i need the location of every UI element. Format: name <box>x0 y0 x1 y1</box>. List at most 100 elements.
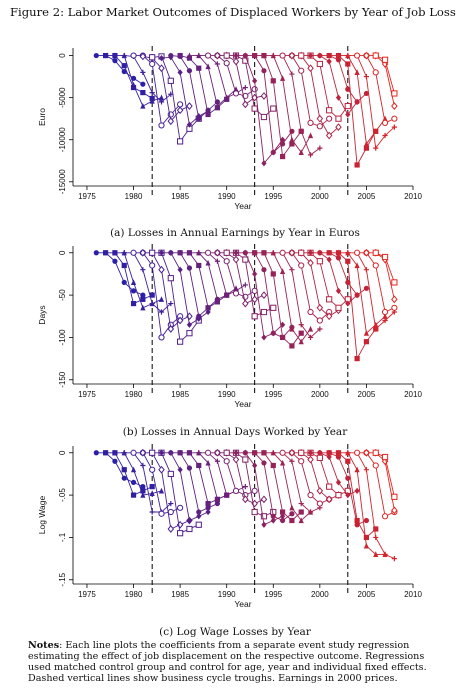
data-point <box>177 338 184 345</box>
data-point <box>149 292 155 298</box>
x-axis-label: Year <box>234 599 251 609</box>
data-point <box>317 450 323 456</box>
y-axis-label: Euro <box>37 108 47 126</box>
data-point <box>130 300 137 307</box>
data-point <box>260 113 268 121</box>
data-point <box>279 334 286 341</box>
data-point <box>214 496 220 502</box>
data-point <box>317 250 323 256</box>
data-point <box>205 508 211 516</box>
data-point <box>167 275 174 282</box>
data-point <box>391 102 398 110</box>
data-point <box>391 124 397 130</box>
data-point <box>242 250 248 256</box>
data-point <box>177 138 184 145</box>
data-point <box>298 330 304 336</box>
data-point <box>223 258 230 265</box>
data-point <box>307 449 314 456</box>
data-point <box>345 86 351 92</box>
data-point <box>251 86 258 93</box>
data-point <box>335 304 342 311</box>
data-point <box>317 326 323 332</box>
data-point <box>298 338 304 345</box>
data-point <box>345 450 351 456</box>
y-tick-label: -10000 <box>58 127 67 152</box>
data-point <box>363 145 370 151</box>
data-point <box>186 52 193 59</box>
data-point <box>391 279 398 286</box>
panel-caption: (a) Losses in Annual Earnings by Year in… <box>110 227 360 239</box>
data-point <box>176 106 184 115</box>
data-point <box>158 449 165 456</box>
data-point <box>140 462 146 469</box>
data-point <box>298 128 304 134</box>
data-point <box>196 313 202 319</box>
data-point <box>177 504 184 511</box>
data-point <box>270 304 277 311</box>
data-point <box>177 101 184 108</box>
earnings-chart: 1975 1980 1985 1990 1995 2000 2005 2010 0 -5000 -1… <box>37 46 422 211</box>
data-point <box>316 500 323 507</box>
data-point <box>354 249 361 256</box>
data-point <box>373 534 379 541</box>
data-point <box>316 317 323 324</box>
data-point <box>158 465 165 474</box>
y-tick-label: -50 <box>58 289 67 301</box>
data-point <box>354 517 360 524</box>
notes-label: Notes <box>28 640 60 651</box>
data-point <box>224 95 230 101</box>
series-line <box>338 452 386 555</box>
data-point <box>335 52 342 59</box>
data-point <box>149 249 156 256</box>
data-point <box>363 517 370 524</box>
data-point <box>112 52 118 59</box>
data-point <box>307 492 314 499</box>
data-point <box>167 525 175 533</box>
data-point <box>158 487 165 494</box>
data-point <box>381 308 389 316</box>
data-point <box>93 250 99 256</box>
data-point <box>345 279 351 286</box>
y-tick-label: -5000 <box>58 87 67 108</box>
data-point <box>242 84 248 91</box>
data-point <box>251 295 258 304</box>
x-tick-label: 1990 <box>218 390 236 399</box>
y-tick-label: -.05 <box>58 488 67 502</box>
data-point <box>140 488 146 494</box>
data-point <box>186 330 193 337</box>
data-point <box>139 248 147 257</box>
figure-notes: Notes: Each line plots the coefficients … <box>28 640 448 684</box>
data-point <box>270 513 276 519</box>
data-point <box>103 52 109 59</box>
data-point <box>363 248 370 257</box>
data-point <box>261 267 267 273</box>
data-point <box>289 504 295 511</box>
data-point <box>158 309 165 315</box>
data-point <box>344 102 351 110</box>
x-axis-label: Year <box>234 399 251 409</box>
data-point <box>382 317 388 324</box>
data-point <box>140 296 146 302</box>
data-point <box>270 250 276 256</box>
data-point <box>335 123 342 131</box>
data-point <box>373 326 379 332</box>
data-point <box>381 253 389 261</box>
data-point <box>382 132 388 139</box>
data-point <box>168 250 174 256</box>
data-point <box>307 249 314 256</box>
data-point <box>335 249 342 256</box>
data-point <box>298 322 304 328</box>
y-axis-label: Days <box>37 305 47 324</box>
data-point <box>186 465 193 471</box>
data-point <box>307 509 314 515</box>
data-point <box>316 123 323 130</box>
y-tick-label: -.15 <box>58 572 67 586</box>
data-point <box>260 291 268 299</box>
data-point <box>363 339 370 345</box>
data-point <box>363 267 370 273</box>
data-point <box>242 299 249 308</box>
data-point <box>354 487 360 494</box>
x-tick-label: 1975 <box>78 590 96 599</box>
data-point <box>373 321 379 328</box>
data-point <box>130 466 137 473</box>
